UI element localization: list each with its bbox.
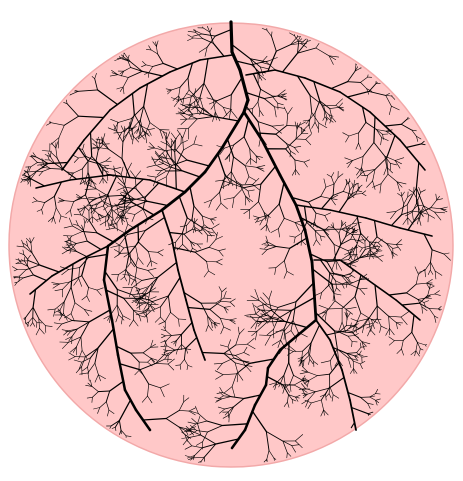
circular-disc [9,23,453,467]
trunk-segment [312,262,314,290]
branch-segment [138,225,139,242]
branch-segment [98,391,109,392]
branch-segment [231,95,232,110]
trunk-segment [231,22,232,52]
branch-segment [176,166,177,189]
trunk-segment [314,290,316,320]
